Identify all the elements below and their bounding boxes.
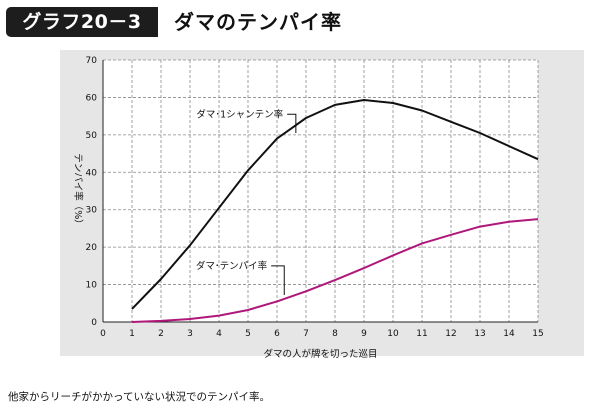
x-tick-label: 7 (303, 329, 309, 339)
shanten-series-label: ダマ･1シャンテン率 (196, 108, 283, 120)
y-tick-label: 20 (86, 243, 98, 253)
x-tick-label: 11 (416, 329, 427, 339)
x-tick-label: 9 (361, 329, 367, 339)
x-tick-label: 10 (387, 329, 399, 339)
x-tick-label: 4 (216, 329, 222, 339)
x-tick-label: 13 (474, 329, 485, 339)
x-tick-label: 1 (129, 329, 135, 339)
footnote: 他家からリーチがかかっていない状況でのテンパイ率。 (8, 391, 270, 403)
x-tick-label: 6 (274, 329, 280, 339)
x-tick-label: 15 (532, 329, 543, 339)
chart-title: ダマのテンパイ率 (174, 10, 342, 34)
x-tick-label: 5 (245, 329, 251, 339)
shanten-leader-line (287, 113, 297, 133)
x-axis-label: ダマの人が牌を切った巡目 (263, 348, 377, 360)
x-tick-label: 8 (332, 329, 338, 339)
y-tick-label: 40 (86, 168, 98, 178)
y-tick-label: 50 (86, 131, 98, 141)
x-tick-label: 3 (187, 329, 193, 339)
x-tick-label: 12 (445, 329, 456, 339)
y-tick-label: 30 (86, 206, 98, 216)
x-tick-label: 0 (100, 329, 106, 339)
y-tick-label: 10 (86, 281, 98, 291)
x-tick-label: 2 (158, 329, 164, 339)
y-axis-label: テンパイ率（%） (72, 153, 84, 229)
y-tick-label: 60 (86, 93, 98, 103)
x-tick-label: 14 (503, 329, 515, 339)
graph-number-label: グラフ20－3 (22, 11, 142, 33)
graph-number-badge: グラフ20－3 (6, 7, 158, 37)
shanten-rate-line (131, 99, 539, 310)
y-tick-label: 0 (91, 318, 97, 328)
tenpai-leader-line (271, 265, 285, 296)
y-tick-label: 70 (86, 56, 98, 66)
tenpai-rate-line (131, 218, 539, 323)
plot-area (103, 60, 538, 322)
tenpai-series-label: ダマ･テンパイ率 (196, 260, 268, 272)
